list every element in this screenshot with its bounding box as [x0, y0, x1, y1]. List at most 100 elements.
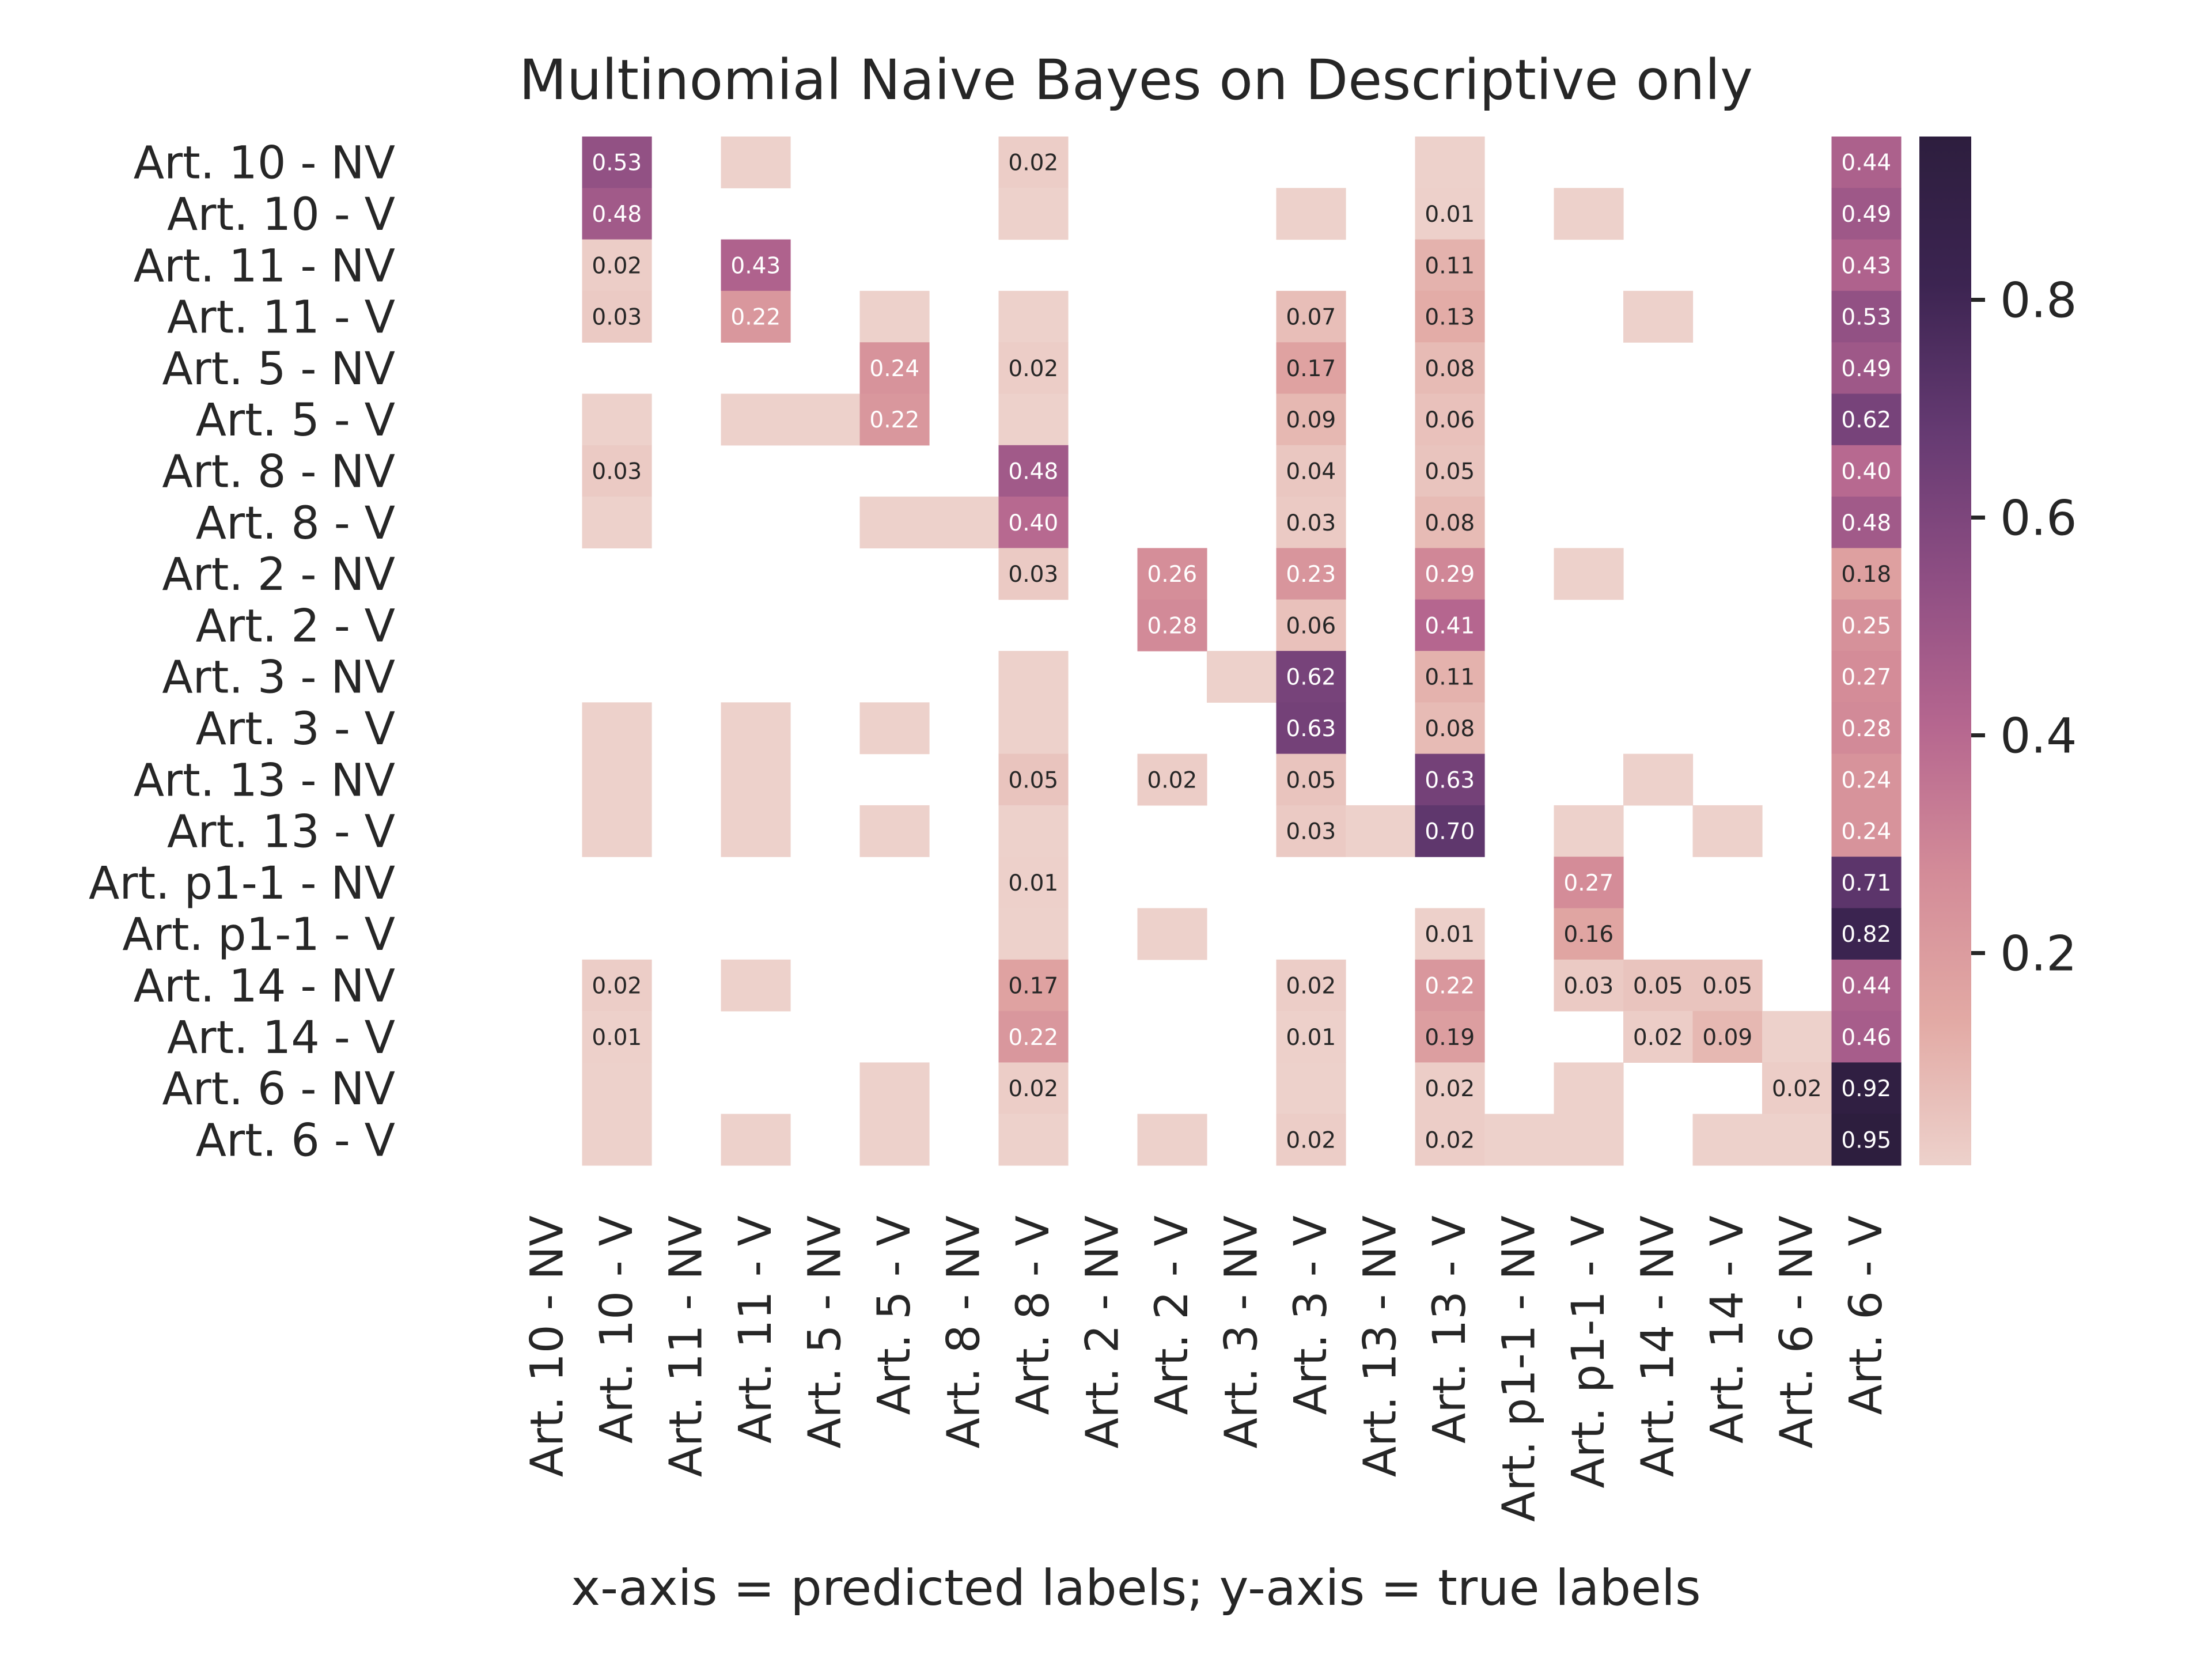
x-axis-tick-labels: Art. 10 - NV Art. 10 - V Art. 11 - NV Art. …	[521, 1215, 1892, 1522]
chart-title: Multinomial Naive Bayes on Descriptive o…	[519, 48, 1753, 112]
heatmap-cell	[721, 137, 791, 188]
heatmap-cell	[1692, 1011, 1763, 1063]
y-tick-label: Art. 3 - NV	[162, 652, 395, 704]
heatmap-cell	[1276, 548, 1346, 600]
heatmap-cell	[582, 239, 652, 291]
cell-value-label: 0.01	[1425, 922, 1475, 948]
heatmap-cell	[998, 857, 1069, 909]
x-tick-label: Art. 3 - NV	[1215, 1215, 1267, 1449]
heatmap-cell	[1692, 959, 1763, 1012]
cell-value-label: 0.24	[869, 356, 919, 382]
cell-value-label: 0.40	[1841, 459, 1891, 484]
y-tick-label: Art. 5 - V	[196, 395, 395, 446]
heatmap-cell	[1762, 1062, 1832, 1115]
heatmap-cell	[582, 805, 652, 857]
heatmap-cell	[1415, 1011, 1485, 1063]
heatmap-cell	[859, 342, 930, 395]
cell-value-label: 0.02	[1008, 356, 1058, 382]
heatmap-cell	[1276, 651, 1346, 703]
cell-value-label: 0.23	[1286, 562, 1336, 588]
x-tick-label: Art. 8 - NV	[938, 1215, 990, 1449]
x-tick-label: Art. 5 - NV	[799, 1215, 851, 1449]
y-tick-label: Art. p1-1 - NV	[89, 858, 395, 910]
cell-value-label: 0.02	[1772, 1076, 1822, 1102]
heatmap-cell	[1415, 599, 1485, 652]
heatmap-cell	[1276, 188, 1346, 240]
cell-value-label: 0.03	[592, 459, 642, 484]
heatmap-cell	[1762, 1113, 1832, 1166]
cell-value-label: 0.03	[1286, 819, 1336, 845]
heatmap-cell	[1415, 548, 1485, 600]
cell-value-label: 0.02	[1286, 1127, 1336, 1153]
heatmap-cell	[1415, 805, 1485, 857]
heatmap-cell	[1692, 1113, 1763, 1166]
x-tick-label: Art. 13 - V	[1424, 1215, 1476, 1444]
cell-value-label: 0.27	[1563, 870, 1613, 896]
heatmap-cell	[582, 290, 652, 343]
cell-value-label: 0.05	[1008, 767, 1058, 793]
heatmap-cell	[582, 1011, 652, 1063]
heatmap-cell	[998, 651, 1069, 703]
heatmap-cell	[1415, 290, 1485, 343]
cell-value-label: 0.17	[1008, 974, 1058, 999]
heatmap-cell	[1415, 342, 1485, 395]
cell-value-label: 0.41	[1425, 613, 1475, 639]
cell-value-label: 0.49	[1841, 356, 1891, 382]
cell-value-label: 0.48	[1008, 459, 1058, 484]
heatmap-cell	[998, 445, 1069, 497]
heatmap-cell	[721, 290, 791, 343]
heatmap-cell	[582, 753, 652, 806]
heatmap-cell	[1831, 137, 1902, 188]
heatmap-cell	[1554, 1113, 1624, 1166]
heatmap-cell	[859, 1113, 930, 1166]
heatmap-cell	[721, 959, 791, 1012]
cell-value-label: 0.06	[1425, 407, 1475, 433]
cell-value-label: 0.08	[1425, 716, 1475, 742]
heatmap-cell	[998, 702, 1069, 755]
heatmap-cell	[1346, 805, 1416, 857]
cell-value-label: 0.01	[1008, 870, 1058, 896]
cell-value-label: 0.71	[1841, 870, 1891, 896]
heatmap-cell	[1831, 702, 1902, 755]
heatmap-cell	[1276, 497, 1346, 548]
heatmap-cell	[721, 753, 791, 806]
heatmap-cell	[998, 290, 1069, 343]
heatmap-cell	[1554, 1062, 1624, 1115]
y-tick-label: Art. 5 - NV	[162, 343, 395, 395]
heatmap-cell	[1554, 857, 1624, 909]
heatmap-cell	[859, 1062, 930, 1115]
heatmap-cell	[1207, 651, 1277, 703]
y-tick-label: Art. 6 - V	[196, 1115, 395, 1166]
heatmap-cell	[859, 702, 930, 755]
heatmap-cell	[1831, 805, 1902, 857]
heatmap-cell	[1415, 137, 1485, 188]
y-tick-label: Art. 8 - V	[196, 498, 395, 550]
heatmap-cell	[1831, 239, 1902, 291]
y-tick-label: Art. 10 - NV	[134, 138, 395, 190]
colorbar-tick-label: 0.6	[2000, 490, 2077, 547]
cell-value-label: 0.01	[1425, 202, 1475, 228]
x-tick-label: Art. p1-1 - NV	[1493, 1215, 1545, 1522]
cell-value-label: 0.48	[1841, 510, 1891, 536]
y-tick-label: Art. 11 - NV	[134, 240, 395, 292]
heatmap-cell	[1831, 188, 1902, 240]
heatmap-cell	[1415, 702, 1485, 755]
cell-value-label: 0.16	[1563, 922, 1613, 948]
cell-value-label: 0.03	[1008, 562, 1058, 588]
heatmap-cell	[1623, 753, 1694, 806]
x-tick-label: Art. 11 - NV	[660, 1215, 712, 1477]
heatmap-cell	[1831, 393, 1902, 446]
cell-value-label: 0.27	[1841, 665, 1891, 691]
cell-value-label: 0.53	[592, 150, 642, 176]
cell-value-label: 0.02	[1286, 974, 1336, 999]
x-tick-label: Art. 8 - V	[1007, 1215, 1059, 1415]
heatmap-cell	[1276, 599, 1346, 652]
cell-value-label: 0.70	[1425, 819, 1475, 845]
heatmap-cell	[1554, 908, 1624, 960]
colorbar-ticks: 0.2 0.4 0.6 0.8	[1971, 272, 2077, 982]
cell-value-label: 0.02	[1425, 1127, 1475, 1153]
heatmap-cell	[1831, 857, 1902, 909]
cell-value-label: 0.22	[1008, 1025, 1058, 1051]
heatmap-cell	[1137, 753, 1207, 806]
cell-value-label: 0.02	[1008, 1076, 1058, 1102]
